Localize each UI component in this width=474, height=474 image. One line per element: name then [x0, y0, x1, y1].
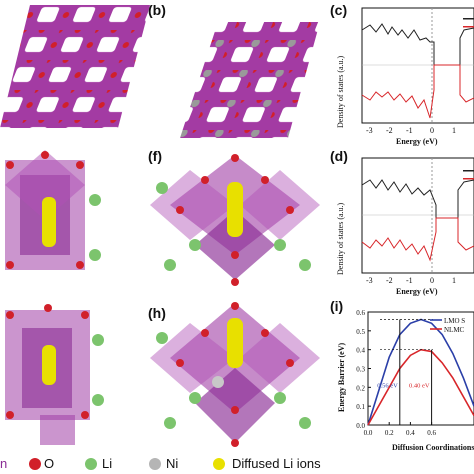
structure-panel-g [5, 304, 104, 445]
dos-d-xtick-0: -3 [366, 276, 373, 285]
structure-panel-h [150, 302, 320, 447]
dos-c-xtick-0: -3 [366, 126, 373, 135]
chart-i-ylabel: Energy Barrier (eV) [337, 343, 346, 412]
legend-o-label: O [44, 456, 55, 471]
chart-i-ytick-label: 0.3 [356, 366, 365, 374]
dos-c-xtick-2: -1 [406, 126, 413, 135]
structure-panel-b [180, 22, 320, 138]
chart-i-ytick-label: 0.5 [356, 328, 365, 336]
panel-label-d: (d) [330, 148, 348, 164]
lithium-atom-icon [85, 458, 97, 470]
chart-i-xtick-label: 0.4 [406, 429, 415, 437]
dos-d-xtick-2: -1 [406, 276, 413, 285]
dos-c-frame [361, 7, 474, 124]
chart-i-series-line-0 [367, 318, 474, 426]
chart-i-xlabel: Diffusion Coordinations [392, 443, 474, 452]
structure-panel-a [0, 5, 150, 128]
chart-i-ytick-label: 0.4 [356, 347, 365, 355]
dos-chart-d: Density of states (a.u.) -3 -2 -1 0 1 En… [336, 157, 474, 296]
dos-d-frame [361, 157, 474, 274]
legend-li-label: Li [102, 456, 113, 471]
energy-barrier-chart: Energy Barrier (eV) 0.0 0.1 0.2 0.3 0.4 0.5 0.… [337, 309, 474, 452]
atom-legend: n O Li Ni Diffused Li ions [0, 455, 474, 474]
structure-panel-e [5, 150, 101, 270]
legend-diffused-label: Diffused Li ions [232, 456, 321, 471]
chart-i-legend-label: NLMC [444, 326, 465, 334]
dos-d-xtick-1: -2 [386, 276, 393, 285]
chart-i-ytick-label: 0.6 [356, 309, 365, 317]
oxygen-atom-icon [29, 458, 41, 470]
chart-i-ytick-label: 0.2 [356, 384, 365, 392]
panel-label-h: (h) [148, 305, 166, 321]
chart-i-xtick-label: 0.0 [364, 429, 373, 437]
dos-c-down-line [361, 64, 474, 119]
panel-label-i: (i) [330, 298, 344, 314]
panel-label-b: (b) [148, 2, 166, 18]
chart-i-xtick-label: 0.2 [385, 429, 394, 437]
dos-c-xtick-1: -2 [386, 126, 393, 135]
chart-i-annotation: 0.56 eV [377, 382, 398, 389]
legend-mn-label: n [0, 456, 8, 471]
structure-panel-f [150, 154, 320, 286]
chart-i-ytick-label: 0.1 [356, 403, 365, 411]
chart-i-annotation: 0.40 eV [409, 382, 430, 389]
chart-i-xtick-label: 0.6 [427, 429, 436, 437]
dos-c-xlabel: Energy (eV) [396, 137, 438, 146]
panel-label-f: (f) [148, 148, 162, 164]
legend-ni-label: Ni [166, 456, 179, 471]
dos-chart-c: Density of states (a.u.) -3 -2 -1 0 1 En… [336, 7, 474, 146]
dos-c-xtick-4: 1 [452, 126, 456, 135]
dos-d-xtick-4: 1 [452, 276, 456, 285]
panel-label-c: (c) [330, 2, 348, 18]
dos-d-ylabel: Density of states (a.u.) [336, 202, 345, 275]
dos-c-ylabel: Density of states (a.u.) [336, 55, 345, 128]
dos-d-xtick-3: 0 [430, 276, 434, 285]
diffused-li-icon [213, 458, 225, 470]
dos-c-xtick-3: 0 [430, 126, 434, 135]
chart-i-ytick-label: 0.0 [356, 422, 365, 430]
dos-c-up-line [361, 23, 474, 66]
chart-i-legend-label: LMO S [444, 317, 465, 325]
dos-d-down-line [361, 217, 474, 262]
nickel-atom-icon [149, 458, 161, 470]
dos-d-xlabel: Energy (eV) [396, 287, 438, 296]
dos-d-up-line [361, 179, 474, 219]
